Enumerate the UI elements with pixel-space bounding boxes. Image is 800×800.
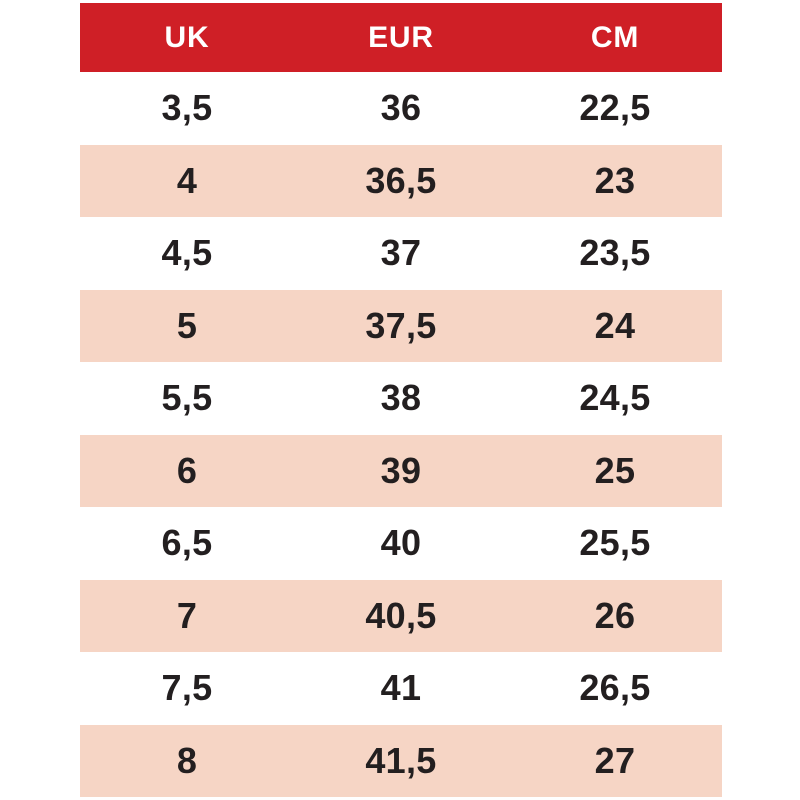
table-row: 5,5 38 24,5 — [80, 362, 722, 435]
uk-size-value: 6 — [176, 449, 198, 491]
table-row: 6 39 25 — [80, 434, 722, 507]
uk-size-value: 4 — [176, 159, 198, 201]
uk-size-value: 7 — [176, 594, 198, 636]
cm-size-value: 25 — [594, 449, 636, 491]
cm-size-value: 26,5 — [579, 667, 651, 709]
column-header-eur: EUR — [368, 20, 434, 54]
uk-size-value: 6,5 — [161, 522, 213, 564]
eur-size-value: 36 — [380, 87, 422, 129]
table-row: 7 40,5 26 — [80, 579, 722, 652]
column-header-cm: CM — [590, 20, 640, 54]
eur-size-value: 37,5 — [365, 304, 437, 346]
uk-size-value: 8 — [176, 739, 198, 781]
eur-size-value: 38 — [380, 377, 422, 419]
table-row: 8 41,5 27 — [80, 724, 722, 797]
table-row: 4,5 37 23,5 — [80, 217, 722, 290]
table-row: 7,5 41 26,5 — [80, 652, 722, 725]
eur-size-value: 37 — [380, 232, 422, 274]
size-conversion-table: UK EUR CM 3,5 36 22,5 4 36,5 23 4,5 37 2… — [80, 3, 722, 797]
eur-size-value: 40,5 — [365, 594, 437, 636]
table-row: 5 37,5 24 — [80, 289, 722, 362]
cm-size-value: 24 — [594, 304, 636, 346]
cm-size-value: 22,5 — [579, 87, 651, 129]
table-row: 3,5 36 22,5 — [80, 72, 722, 145]
uk-size-value: 5 — [176, 304, 198, 346]
eur-size-value: 41,5 — [365, 739, 437, 781]
uk-size-value: 4,5 — [161, 232, 213, 274]
cm-size-value: 25,5 — [579, 522, 651, 564]
eur-size-value: 40 — [380, 522, 422, 564]
eur-size-value: 39 — [380, 449, 422, 491]
uk-size-value: 7,5 — [161, 667, 213, 709]
cm-size-value: 26 — [594, 594, 636, 636]
table-row: 4 36,5 23 — [80, 144, 722, 217]
cm-size-value: 23 — [594, 159, 636, 201]
cm-size-value: 24,5 — [579, 377, 651, 419]
cm-size-value: 23,5 — [579, 232, 651, 274]
uk-size-value: 5,5 — [161, 377, 213, 419]
cm-size-value: 27 — [594, 739, 636, 781]
column-header-uk: UK — [164, 20, 210, 54]
table-header-row: UK EUR CM — [80, 3, 722, 72]
uk-size-value: 3,5 — [161, 87, 213, 129]
table-row: 6,5 40 25,5 — [80, 507, 722, 580]
eur-size-value: 41 — [380, 667, 422, 709]
eur-size-value: 36,5 — [365, 159, 437, 201]
